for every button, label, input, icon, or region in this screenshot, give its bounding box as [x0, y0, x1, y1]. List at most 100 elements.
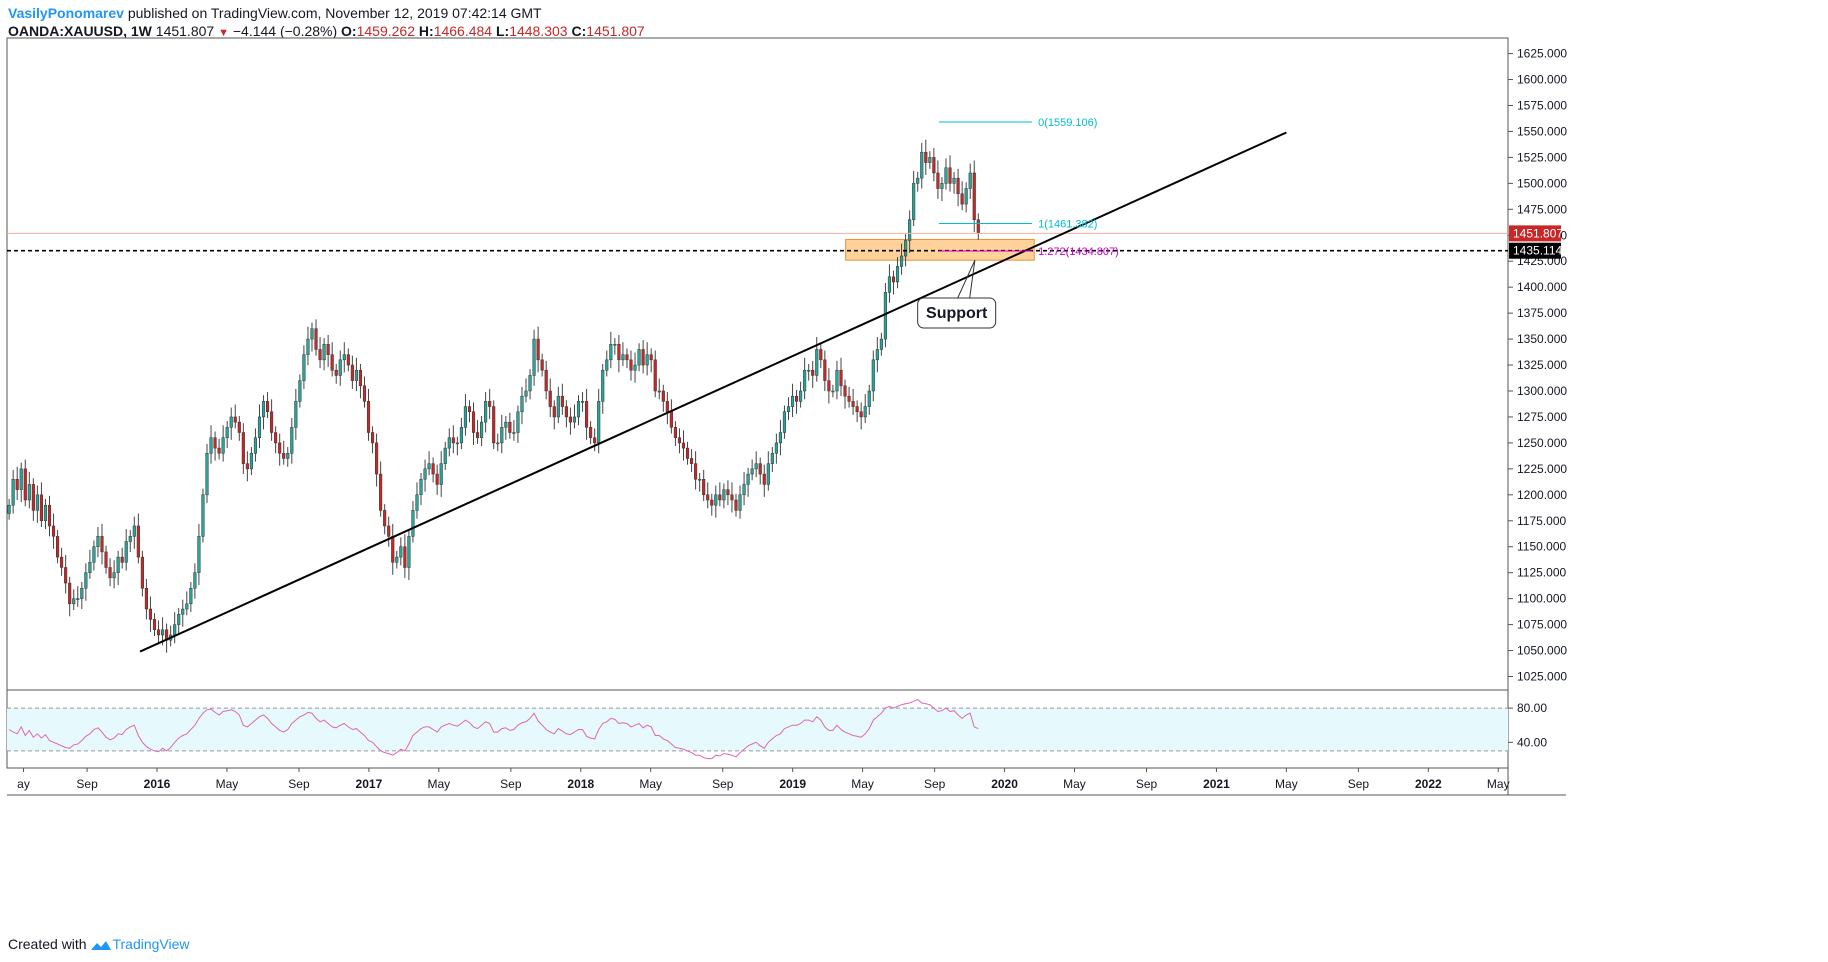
candle-body [790, 395, 795, 407]
candle-body [895, 266, 900, 283]
candle-body [298, 380, 302, 402]
candle-body [867, 390, 871, 407]
candle-body [447, 437, 451, 449]
candle-body [144, 588, 148, 610]
candle-body [698, 478, 702, 481]
candle-body [100, 536, 104, 553]
publish-text: published on TradingView.com, November 1… [127, 5, 542, 21]
price-tick-label: 1025.000 [1517, 670, 1567, 684]
candle-body [68, 582, 72, 605]
candle-body [871, 359, 875, 392]
time-tick-label: 2020 [991, 777, 1018, 791]
candle-body [568, 416, 572, 423]
candle-body [423, 468, 427, 480]
candle-body [774, 442, 778, 454]
candle-body [960, 193, 964, 205]
candle-body [399, 546, 403, 558]
rsi-band [7, 708, 1508, 751]
price-tick-label: 1125.000 [1517, 566, 1566, 580]
candle-body [112, 572, 116, 579]
candle-body [205, 453, 209, 496]
candle-body [621, 354, 625, 361]
candle-body [762, 473, 766, 485]
candle-body [245, 463, 249, 470]
author-link[interactable]: VasilyPonomarev [8, 5, 124, 21]
plot-frame [6, 37, 1509, 769]
candle-body [407, 536, 411, 568]
candle-body [799, 390, 803, 402]
candle-body [718, 494, 722, 501]
price-tick-label: 1225.000 [1517, 462, 1567, 476]
candle-body [31, 484, 35, 511]
candle-body [455, 442, 459, 445]
candle-body [956, 177, 960, 194]
time-tick-label: May [1487, 777, 1510, 791]
fib-level-label: 0(1559.106) [1038, 117, 1097, 129]
candle-body [270, 411, 274, 433]
candle-body [56, 536, 60, 558]
candle-body [7, 504, 11, 514]
price-tick-label: 1500.000 [1517, 176, 1567, 190]
candle-body [326, 344, 330, 355]
price-tick-label: 1275.000 [1517, 410, 1567, 424]
candle-body [548, 390, 552, 407]
rsi-line [8, 699, 979, 760]
candle-body [653, 359, 657, 392]
candle-body [803, 369, 807, 392]
candle-body [948, 167, 952, 184]
candle-body [459, 427, 463, 444]
time-tick-label: Sep [1348, 777, 1370, 791]
support-zone[interactable] [845, 238, 1035, 261]
candle-body [156, 629, 161, 636]
candle-body [88, 562, 92, 573]
price-labels: 1451.807 1435.114 [1509, 225, 1563, 259]
candle-body [358, 369, 363, 387]
price-tick-label: 1375.000 [1517, 306, 1567, 320]
tradingview-link[interactable]: TradingView [112, 936, 190, 952]
candle-body [488, 401, 492, 407]
candle-body [609, 344, 613, 361]
candle-body [750, 468, 754, 475]
price-axis[interactable]: 1625.000 1600.000 1575.000 1550.000 1525.000… [1508, 47, 1567, 684]
candle-body [795, 395, 799, 402]
time-tick-label: 2021 [1203, 777, 1230, 791]
candle-body [702, 478, 706, 496]
support-callout [917, 297, 997, 329]
candle-body [879, 338, 883, 350]
candle-body [23, 468, 27, 501]
candle-body [213, 437, 217, 449]
candle-body [39, 494, 43, 522]
candle-body [811, 369, 815, 376]
candle-body [217, 447, 221, 454]
chart-frame [6, 37, 1566, 796]
time-tick-label: 2019 [779, 777, 806, 791]
candle-body [431, 463, 435, 475]
drawings[interactable]: 0(1559.106) 1(1461.382) 1.272(1434.807) Sup… [7, 117, 1508, 653]
candle-body [786, 406, 791, 413]
candle-body [181, 608, 185, 615]
time-axis[interactable]: ay Sep 2016 May Sep 2017 May Sep 2018 May Sep 2019 M… [17, 768, 1510, 791]
candle-body [940, 183, 944, 189]
candle-body [912, 183, 916, 220]
rsi-tick-label: 40.00 [1517, 735, 1547, 749]
support-zone-rect [845, 238, 1035, 261]
candle-body [233, 416, 237, 423]
open-label: O: [341, 23, 357, 39]
candle-body [819, 349, 823, 361]
candle-body [80, 588, 84, 599]
candle-body [722, 489, 726, 501]
candle-body [855, 406, 859, 413]
candle-body [625, 354, 629, 361]
candle-body [883, 292, 887, 340]
price-tick-label: 1525.000 [1517, 150, 1567, 164]
candle-body [350, 364, 354, 381]
candle-body [136, 525, 140, 558]
candle-body [379, 473, 383, 511]
time-tick-label: Sep [76, 777, 98, 791]
candle-body [645, 354, 649, 366]
candle-body [387, 525, 391, 537]
candle-body [173, 624, 177, 636]
candle-body [249, 453, 253, 470]
candle-body [104, 551, 108, 568]
